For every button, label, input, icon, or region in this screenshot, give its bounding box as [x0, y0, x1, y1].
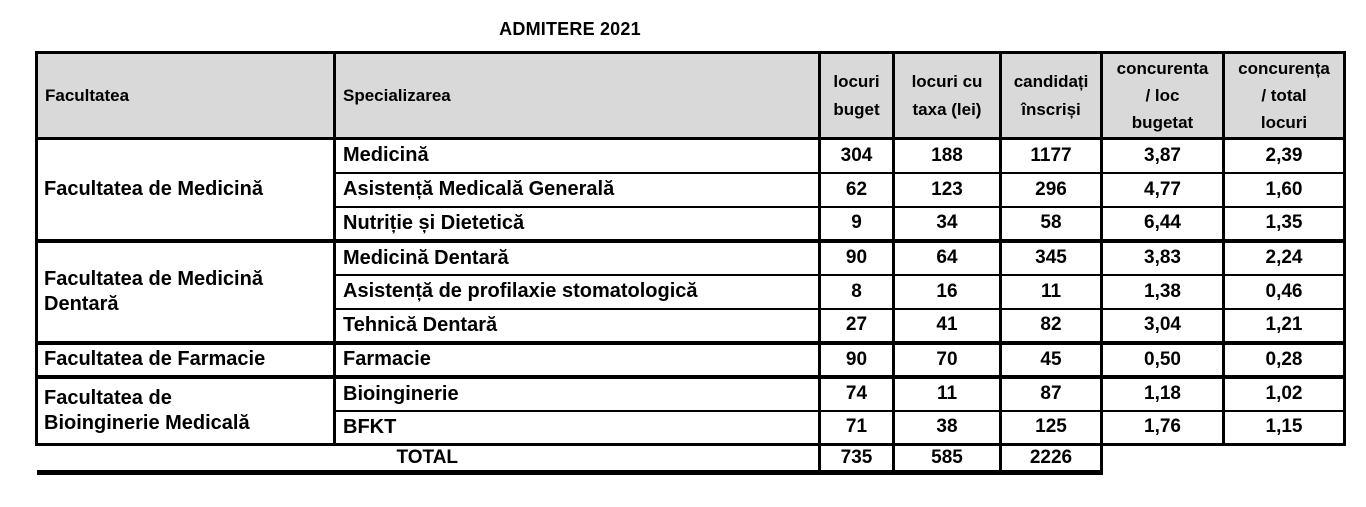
value-cell: 1,18 — [1100, 374, 1225, 412]
value-cell: 3,87 — [1100, 137, 1225, 174]
table-row: Facultatea de Farmacie Farmacie 90 70 45… — [35, 340, 1346, 378]
value-cell: 1,21 — [1222, 307, 1346, 344]
value-cell: 45 — [999, 340, 1103, 378]
value-cell: 58 — [999, 205, 1103, 242]
col-header-facultatea: Facultatea — [35, 51, 336, 140]
faculty-cell-medicina: Facultatea de Medicină — [35, 137, 336, 242]
value-cell: 1,60 — [1222, 171, 1346, 208]
value-cell: 90 — [818, 238, 895, 276]
value-cell: 1,02 — [1222, 374, 1346, 412]
total-value-cell: 2226 — [999, 443, 1103, 475]
value-cell: 62 — [818, 171, 895, 208]
admission-table: Facultatea Specializarea locuri buget lo… — [35, 51, 1346, 475]
col-header-concurenta-total: concurența / total locuri — [1222, 51, 1346, 140]
value-cell: 345 — [999, 238, 1103, 276]
value-cell: 0,50 — [1100, 340, 1225, 378]
value-cell: 71 — [818, 409, 895, 446]
value-cell: 74 — [818, 374, 895, 412]
value-cell: 34 — [892, 205, 1002, 242]
value-cell: 125 — [999, 409, 1103, 446]
value-cell: 9 — [818, 205, 895, 242]
col-header-specializarea: Specializarea — [333, 51, 821, 140]
page-title: ADMITERE 2021 — [499, 19, 641, 39]
col-header-candidati: candidați înscriși — [999, 51, 1103, 140]
value-cell: 304 — [818, 137, 895, 174]
total-row: TOTAL 735 585 2226 — [36, 443, 1345, 475]
table-row: Tehnică Dentară 27 41 82 3,04 1,21 — [37, 307, 1346, 344]
value-cell: 1,38 — [1100, 273, 1225, 310]
table-row: Facultatea de Medicină Medicină 304 188 … — [35, 137, 1346, 242]
value-cell: 1,35 — [1222, 205, 1346, 242]
table-row: Asistență Medicală Generală 62 123 296 4… — [37, 171, 1346, 208]
spec-cell: Farmacie — [333, 340, 821, 378]
col-header-locuri-taxa: locuri cu taxa (lei) — [892, 51, 1002, 140]
faculty-cell-farmacie: Facultatea de Farmacie — [35, 340, 336, 378]
value-cell: 3,83 — [1100, 238, 1225, 276]
value-cell: 296 — [999, 171, 1103, 208]
spec-cell: BFKT — [333, 409, 821, 446]
value-cell: 2,39 — [1222, 137, 1346, 174]
value-cell: 2,24 — [1222, 238, 1346, 276]
value-cell: 123 — [892, 171, 1002, 208]
value-cell: 64 — [892, 238, 1002, 276]
spec-cell: Asistență Medicală Generală — [333, 171, 821, 208]
total-empty-cell — [1101, 444, 1345, 473]
value-cell: 0,28 — [1222, 340, 1346, 378]
value-cell: 1177 — [999, 137, 1103, 174]
value-cell: 82 — [999, 307, 1103, 344]
value-cell: 1,15 — [1222, 409, 1346, 446]
spec-cell: Medicină — [333, 137, 821, 174]
value-cell: 87 — [999, 374, 1103, 412]
table-row: Nutriție și Dietetică 9 34 58 6,44 1,35 — [37, 205, 1346, 242]
value-cell: 3,04 — [1100, 307, 1225, 344]
table-row: BFKT 71 38 125 1,76 1,15 — [37, 409, 1346, 446]
value-cell: 70 — [892, 340, 1002, 378]
value-cell: 16 — [892, 273, 1002, 310]
value-cell: 6,44 — [1100, 205, 1225, 242]
value-cell: 4,77 — [1100, 171, 1225, 208]
spec-cell: Medicină Dentară — [333, 238, 821, 276]
value-cell: 90 — [818, 340, 895, 378]
total-label-cell: TOTAL — [36, 443, 821, 475]
table-row: Facultatea de Bioinginerie Medicală Bioi… — [35, 374, 1346, 446]
total-value-cell: 585 — [892, 443, 1002, 475]
faculty-cell-bioinginerie: Facultatea de Bioinginerie Medicală — [35, 374, 336, 446]
spec-cell: Bioinginerie — [333, 374, 821, 412]
value-cell: 188 — [892, 137, 1002, 174]
col-header-locuri-buget: locuri buget — [818, 51, 895, 140]
col-header-concurenta-loc: concurenta / loc bugetat — [1100, 51, 1225, 140]
table-row: Facultatea de Medicină Dentară Medicină … — [35, 238, 1346, 344]
value-cell: 11 — [892, 374, 1002, 412]
spec-cell: Asistență de profilaxie stomatologică — [333, 273, 821, 310]
faculty-cell-medicina-dentara: Facultatea de Medicină Dentară — [35, 238, 336, 344]
table-row: Asistență de profilaxie stomatologică 8 … — [37, 273, 1346, 310]
value-cell: 8 — [818, 273, 895, 310]
value-cell: 27 — [818, 307, 895, 344]
value-cell: 11 — [999, 273, 1103, 310]
value-cell: 1,76 — [1100, 409, 1225, 446]
spec-cell: Tehnică Dentară — [333, 307, 821, 344]
spec-cell: Nutriție și Dietetică — [333, 205, 821, 242]
value-cell: 38 — [892, 409, 1002, 446]
header-row: Facultatea Specializarea locuri buget lo… — [35, 51, 1346, 140]
total-value-cell: 735 — [818, 443, 895, 475]
value-cell: 0,46 — [1222, 273, 1346, 310]
value-cell: 41 — [892, 307, 1002, 344]
